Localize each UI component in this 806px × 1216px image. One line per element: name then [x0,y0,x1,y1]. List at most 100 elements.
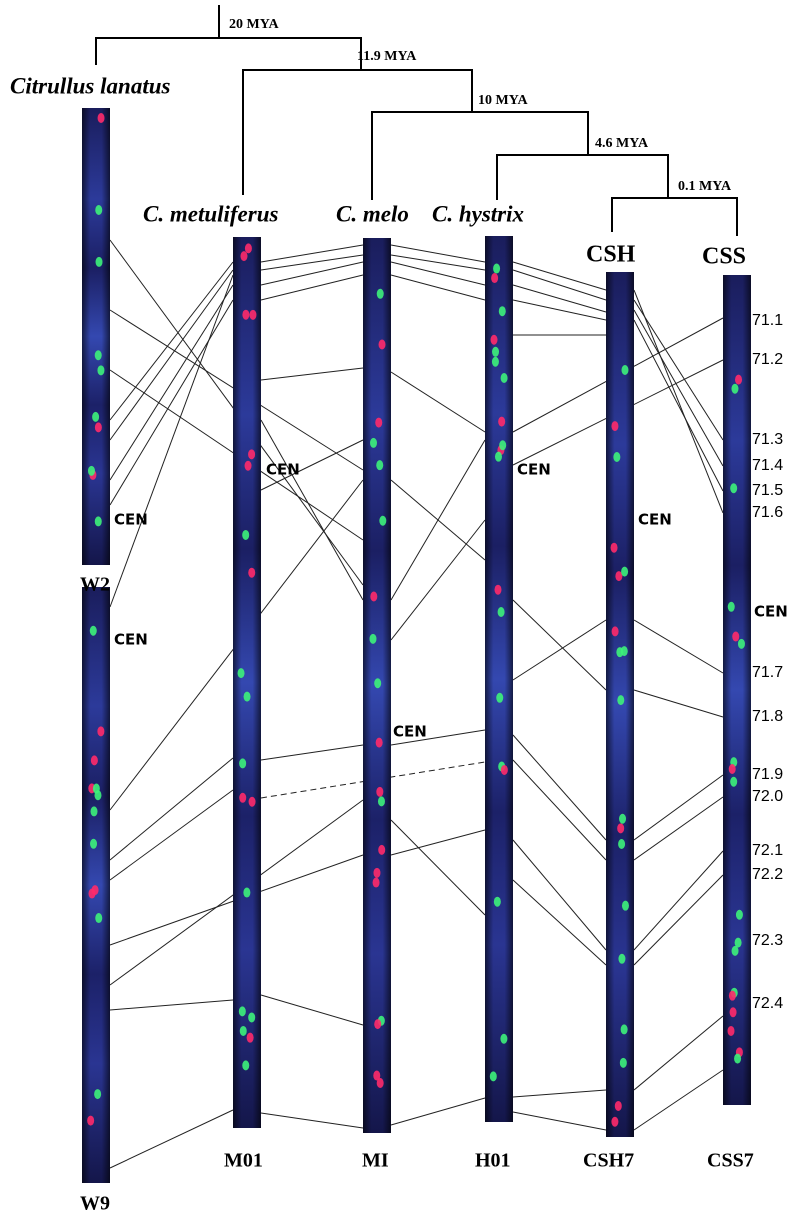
signal [728,602,735,612]
chromosome-edge [723,275,751,1105]
signal [618,954,625,964]
link-line [110,790,233,880]
signal [96,257,103,267]
link-line [110,758,233,860]
link-line [513,285,606,312]
signal [620,1058,627,1068]
signal [91,806,98,816]
signal [612,626,619,636]
chromosome-label: CSS7 [707,1150,754,1172]
signal [373,1071,380,1081]
signal [91,755,98,765]
signal [729,991,736,1001]
chromosome-label: MI [362,1150,389,1172]
link-line [513,880,606,965]
chromosome-label: W9 [80,1193,110,1215]
signal [95,350,102,360]
signal [728,1026,735,1036]
chromosome-label: CSH7 [583,1150,634,1172]
signal [615,1101,622,1111]
signal [611,1117,618,1127]
signal [376,787,383,797]
signal [611,421,618,431]
signal [95,913,102,923]
marker-label: 71.1 [752,312,783,329]
link-line [110,275,233,607]
signal [730,483,737,493]
signal [374,678,381,688]
link-line [110,1000,233,1010]
signal [735,375,742,385]
signal [378,845,385,855]
divergence-time: 0.1 MYA [678,179,732,194]
link-line [391,255,485,270]
link-line [391,520,485,640]
signal [499,306,506,316]
species-label: Citrullus lanatus [10,73,170,98]
divergence-time: 11.9 MYA [357,49,417,64]
signal [379,516,386,526]
marker-label: 71.8 [752,708,783,725]
link-line [513,735,606,840]
signal [90,839,97,849]
signal [501,765,508,775]
species-label: C. melo [336,201,409,226]
marker-label: 72.1 [752,842,783,859]
signal [617,823,624,833]
link-line [261,1113,363,1128]
link-line [391,245,485,262]
marker-label: 71.4 [752,457,783,474]
marker-label: 72.4 [752,995,783,1012]
signal [376,460,383,470]
signal [618,839,625,849]
signal [242,1060,249,1070]
link-line [513,600,606,690]
marker-label: 71.6 [752,504,783,521]
link-line [634,620,723,673]
signal [97,365,104,375]
signal [735,938,742,948]
signal [492,357,499,367]
link-line [261,255,363,270]
signal [373,878,380,888]
link-line [634,290,723,513]
signal [88,466,95,476]
species-label: CSS [702,244,746,270]
signal [622,901,629,911]
link-line [634,690,723,717]
signal [370,592,377,602]
signal [378,796,385,806]
signal [95,516,102,526]
signal [736,910,743,920]
link-line [634,310,723,466]
signal [87,1116,94,1126]
chromosome-label: H01 [475,1150,511,1172]
marker-label: 72.0 [752,788,783,805]
link-line [634,797,723,860]
signal [621,1024,628,1034]
signal [492,347,499,357]
marker-label: 72.2 [752,866,783,883]
centromere-label: CEN [266,461,300,479]
link-line [261,262,363,285]
link-line [391,372,485,432]
link-line [634,775,723,840]
divergence-time: 10 MYA [478,93,529,108]
signal [494,585,501,595]
centromere-label: CEN [754,603,788,621]
divergence-time: 4.6 MYA [595,136,649,151]
signal [498,417,505,427]
signal [619,814,626,824]
signal [729,764,736,774]
link-line [513,620,606,680]
signal [243,888,250,898]
signal [242,310,249,320]
signal [734,1054,741,1064]
link-line [391,1098,485,1125]
signal [377,289,384,299]
signal [238,668,245,678]
signal [239,1006,246,1016]
chromosome-edge [485,236,513,1122]
signal [92,412,99,422]
signal [88,889,95,899]
